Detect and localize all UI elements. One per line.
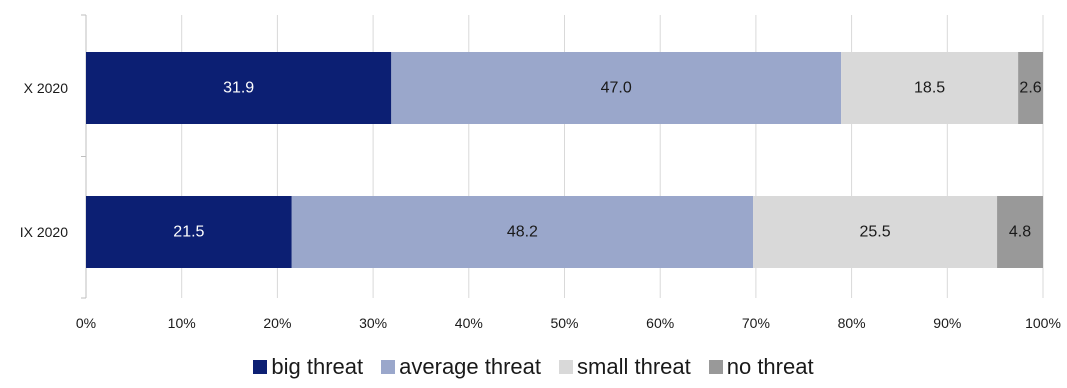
- data-labels: 31.9 47.0 18.5 2.6 21.5 48.2 25.5 4.8: [173, 80, 1041, 241]
- data-label: 25.5: [859, 224, 890, 241]
- bar-segment: [841, 52, 1019, 124]
- legend-swatch: [559, 360, 574, 374]
- data-label: 4.8: [1009, 224, 1031, 241]
- legend-item: big threat: [253, 354, 363, 380]
- bar-segment: [86, 196, 292, 268]
- x-tick-label: 20%: [263, 315, 291, 331]
- x-tick-label: 0%: [76, 315, 96, 331]
- legend-label: big threat: [271, 354, 364, 379]
- category-labels: X 2020 IX 2020: [20, 80, 68, 240]
- data-label: 31.9: [223, 80, 254, 97]
- category-label: X 2020: [24, 80, 69, 96]
- legend-item: small threat: [559, 354, 691, 380]
- category-label: IX 2020: [20, 224, 68, 240]
- legend-label: small threat: [577, 354, 691, 379]
- x-tick-label: 10%: [168, 315, 196, 331]
- x-tick-label: 60%: [646, 315, 674, 331]
- data-label: 18.5: [914, 80, 945, 97]
- data-label: 48.2: [507, 224, 538, 241]
- legend-item: no threat: [708, 354, 814, 380]
- bar-segment: [1018, 52, 1043, 124]
- data-label: 2.6: [1019, 80, 1041, 97]
- bar-segment: [753, 196, 998, 268]
- bar-segment: [86, 52, 392, 124]
- legend: big threat average threat small threat no t…: [0, 354, 1067, 380]
- x-tick-label: 40%: [455, 315, 483, 331]
- bars: [86, 52, 1043, 268]
- x-tick-label: 70%: [742, 315, 770, 331]
- legend-swatch: [708, 360, 723, 374]
- legend-swatch: [253, 360, 268, 374]
- x-tick-label: 80%: [838, 315, 866, 331]
- x-tick-label: 30%: [359, 315, 387, 331]
- category-axis: [81, 14, 87, 299]
- x-tick-label: 50%: [550, 315, 578, 331]
- x-tick-labels: 0% 10% 20% 30% 40% 50% 60% 70% 80% 90% 100%: [76, 315, 1061, 331]
- bar-segment: [997, 196, 1043, 268]
- legend-swatch: [381, 360, 396, 374]
- data-label: 47.0: [601, 80, 632, 97]
- legend-label: average threat: [399, 354, 542, 379]
- stacked-bar-chart: 31.9 47.0 18.5 2.6 21.5 48.2 25.5 4.8 X 2020 IX …: [20, 14, 1061, 331]
- x-tick-label: 90%: [933, 315, 961, 331]
- bar-segment: [291, 196, 754, 268]
- legend-label: no threat: [726, 354, 814, 379]
- bar-segment: [391, 52, 842, 124]
- x-tick-label: 100%: [1025, 315, 1061, 331]
- legend-item: average threat: [381, 354, 541, 380]
- data-label: 21.5: [173, 224, 204, 241]
